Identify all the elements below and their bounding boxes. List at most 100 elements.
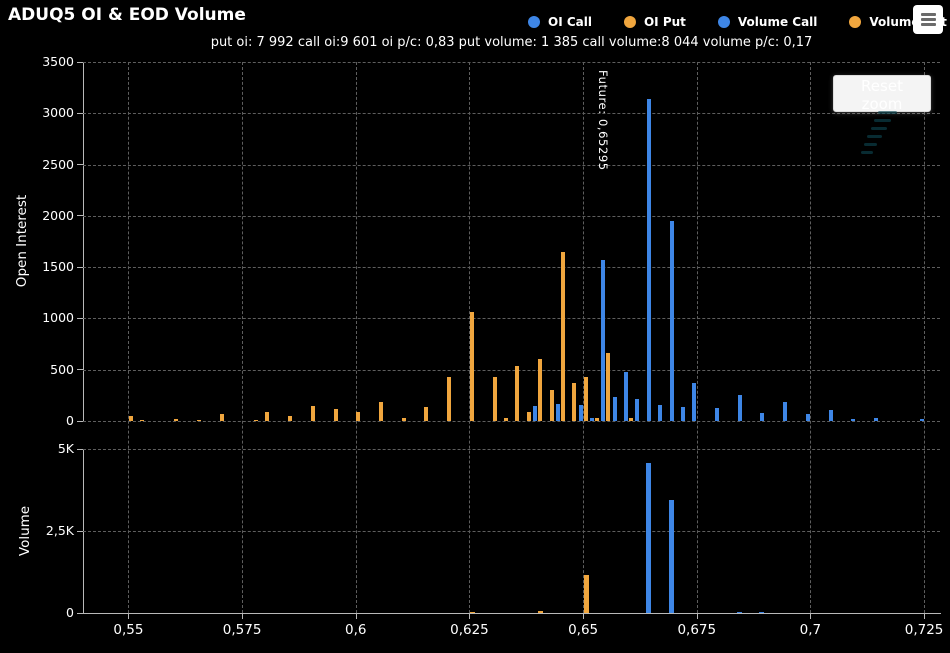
oi-call-bar	[783, 402, 788, 421]
x-axis-tick	[583, 613, 585, 619]
legend-item-oi-put[interactable]: OI Put	[623, 15, 686, 29]
gridline-vertical	[810, 62, 812, 613]
y-tick-label: 2,5K	[45, 523, 74, 538]
gridline-vertical	[696, 62, 698, 613]
legend-label: OI Put	[643, 15, 686, 29]
oi-put-bar	[253, 419, 258, 421]
oi-call-bar	[737, 395, 742, 421]
oi-call-bar	[874, 418, 879, 421]
volume-put-dot-icon	[849, 16, 862, 28]
x-tick-label: 0,7	[799, 622, 822, 638]
stats-summary: put oi: 7 992 call oi:9 601 oi p/c: 0,83…	[210, 35, 813, 50]
oi-put-bar	[356, 412, 361, 421]
oi-call-bar	[635, 398, 640, 421]
gridline-vertical	[242, 62, 244, 613]
oi-put-bar	[219, 414, 224, 421]
oi-put-bar	[526, 412, 531, 421]
x-axis-tick	[696, 613, 698, 619]
oi-call-bar	[692, 383, 697, 421]
volume-put-bar	[583, 574, 589, 613]
oi-put-bar	[606, 353, 611, 421]
gridline-vertical	[355, 62, 357, 613]
oi-call-bar	[828, 409, 833, 421]
oi-call-bar	[646, 98, 651, 421]
oi-put-bar	[128, 415, 133, 421]
x-tick-label: 0,575	[222, 622, 262, 638]
gridline-horizontal	[83, 318, 940, 320]
gridline-vertical	[128, 62, 130, 613]
oi-put-bar	[538, 359, 543, 421]
oi-call-bar	[578, 405, 583, 421]
y-tick-label: 3500	[42, 54, 74, 69]
x-tick-label: 0,55	[113, 622, 144, 638]
y-axis-title-open-interest: Open Interest	[14, 194, 30, 288]
volume-call-dot-icon	[717, 16, 730, 28]
oi-call-bar	[658, 405, 663, 421]
y-tick-label: 1000	[42, 310, 74, 326]
y-axis-tick	[77, 112, 83, 114]
reset-zoom-button[interactable]: Reset zoom	[833, 75, 931, 113]
x-tick-label: 0,6	[345, 622, 367, 638]
legend: OI Call OI Put Volume Call Volume Put	[528, 15, 947, 29]
gridline-horizontal	[83, 267, 940, 269]
oi-put-bar	[265, 411, 270, 421]
y-axis-title-volume: Volume	[17, 505, 33, 557]
oi-put-bar	[174, 419, 179, 421]
x-axis-tick	[242, 613, 244, 619]
y-tick-label: 2000	[42, 207, 74, 223]
y-tick-label: 3000	[42, 105, 74, 121]
y-axis-tick	[77, 317, 83, 319]
x-axis-tick	[469, 613, 471, 619]
y-axis-tick	[77, 530, 83, 532]
legend-item-oi-call[interactable]: OI Call	[528, 15, 592, 29]
volume-call-bar	[736, 611, 742, 613]
menu-button[interactable]	[913, 5, 943, 34]
volume-call-bar	[759, 612, 765, 613]
future-price-label: Future: 0,65295	[596, 70, 610, 171]
oi-put-bar	[401, 417, 406, 421]
gridline-vertical	[583, 62, 585, 613]
volume-put-bar	[538, 611, 544, 613]
page-title: ADUQ5 OI & EOD Volume	[8, 5, 246, 25]
oi-put-bar	[469, 312, 474, 421]
oi-call-bar	[601, 259, 606, 421]
oi-put-bar	[140, 419, 145, 421]
oi-call-bar	[589, 418, 594, 421]
gridline-horizontal	[83, 62, 940, 63]
legend-label: OI Call	[548, 15, 592, 29]
oi-put-bar	[504, 418, 509, 421]
oi-call-bar	[851, 418, 856, 421]
oi-put-bar	[594, 418, 599, 421]
legend-item-volume-call[interactable]: Volume Call	[717, 15, 818, 29]
oi-call-bar	[919, 418, 924, 421]
y-axis-tick	[77, 266, 83, 268]
oi-put-bar	[333, 409, 338, 421]
volume-put-bar	[469, 611, 475, 613]
oi-put-bar	[310, 406, 315, 421]
gridline-horizontal	[83, 164, 940, 166]
oi-put-bar	[583, 376, 588, 421]
gridline-horizontal	[83, 113, 940, 115]
legend-label: Volume Call	[737, 15, 818, 29]
gridline-horizontal	[83, 531, 940, 532]
y-axis-tick	[77, 164, 83, 166]
oi-call-bar	[680, 406, 685, 421]
x-tick-label: 0,725	[904, 622, 944, 638]
oi-call-bar	[533, 405, 538, 421]
gridline-vertical	[924, 62, 926, 613]
y-tick-label: 0	[66, 605, 74, 620]
x-axis-tick	[810, 613, 812, 619]
oi-call-dot-icon	[528, 16, 540, 28]
oi-put-bar	[572, 383, 577, 421]
volume-call-bar	[668, 499, 674, 613]
oi-call-bar	[714, 407, 719, 421]
y-tick-label: 2500	[42, 156, 74, 172]
gridline-horizontal	[83, 215, 940, 217]
y-axis-tick	[77, 448, 83, 450]
oi-put-bar	[288, 416, 293, 421]
y-tick-label: 0	[66, 413, 74, 428]
y-axis-tick	[77, 369, 83, 371]
y-axis-tick	[77, 420, 83, 422]
oi-put-bar	[560, 251, 565, 421]
oi-put-dot-icon	[623, 16, 636, 28]
